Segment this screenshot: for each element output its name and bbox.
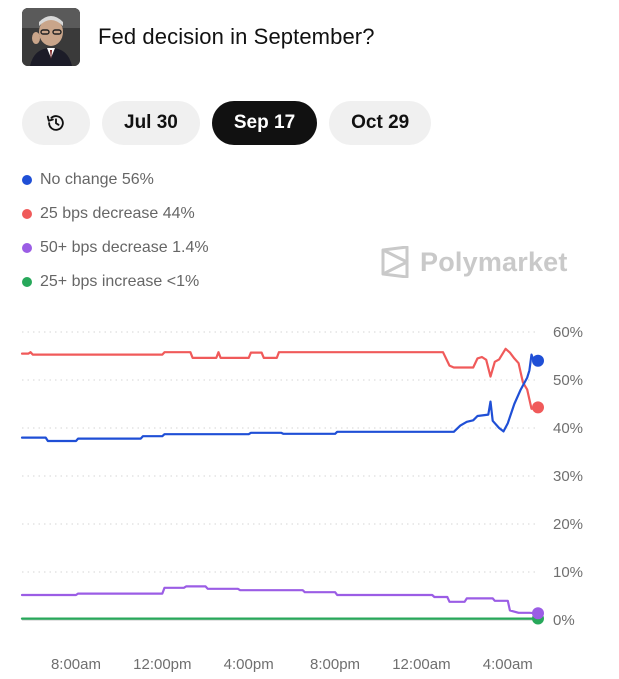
x-tick-label: 4:00am	[483, 656, 533, 673]
legend-item-25bps-increase: 25+ bps increase <1%	[22, 265, 209, 299]
x-tick-label: 4:00pm	[224, 656, 274, 673]
x-tick-label: 12:00pm	[133, 656, 191, 673]
chart-legend: No change 56% 25 bps decrease 44% 50+ bp…	[22, 163, 209, 299]
series-end-dot	[532, 401, 544, 414]
y-tick-label: 0%	[553, 612, 575, 629]
tab-jul-30[interactable]: Jul 30	[102, 101, 200, 145]
y-tick-label: 50%	[553, 372, 583, 389]
market-header: Fed decision in September?	[22, 8, 375, 66]
history-icon	[46, 115, 64, 131]
watermark-text: Polymarket	[420, 246, 568, 277]
legend-dot	[22, 277, 32, 287]
history-tab[interactable]	[22, 101, 90, 145]
y-tick-label: 40%	[553, 420, 583, 437]
legend-label: No change 56%	[40, 171, 154, 188]
polymarket-watermark: Polymarket	[380, 246, 568, 278]
legend-item-no-change: No change 56%	[22, 163, 209, 197]
series-line	[20, 353, 540, 443]
x-tick-label: 8:00am	[51, 656, 101, 673]
series-line	[20, 347, 540, 410]
person-portrait-icon	[22, 8, 80, 66]
date-tabs: Jul 30 Sep 17 Oct 29	[22, 101, 432, 145]
legend-dot	[22, 175, 32, 185]
y-tick-label: 10%	[553, 564, 583, 581]
avatar	[22, 8, 80, 66]
probability-line-chart: 0% 10% 20% 30% 40% 50% 60% 8:00am 12:00pm 4:00pm…	[20, 324, 583, 673]
x-tick-label: 12:00am	[392, 656, 450, 673]
y-tick-label: 60%	[553, 324, 583, 341]
legend-dot	[22, 209, 32, 219]
tab-sep-17[interactable]: Sep 17	[211, 101, 318, 145]
legend-dot	[22, 243, 32, 253]
legend-label: 25+ bps increase <1%	[40, 273, 200, 290]
page-title: Fed decision in September?	[98, 24, 375, 49]
x-tick-label: 8:00pm	[310, 656, 360, 673]
tab-oct-29[interactable]: Oct 29	[329, 101, 432, 145]
series-line	[20, 585, 540, 615]
legend-label: 25 bps decrease 44%	[40, 205, 195, 222]
legend-label: 50+ bps decrease 1.4%	[40, 239, 209, 256]
series-end-dot	[532, 354, 544, 367]
polymarket-logo-icon	[381, 246, 409, 278]
y-tick-label: 20%	[553, 516, 583, 533]
legend-item-50bps-decrease: 50+ bps decrease 1.4%	[22, 231, 209, 265]
legend-item-25bps-decrease: 25 bps decrease 44%	[22, 197, 209, 231]
series-end-dot	[532, 607, 544, 620]
y-tick-label: 30%	[553, 468, 583, 485]
